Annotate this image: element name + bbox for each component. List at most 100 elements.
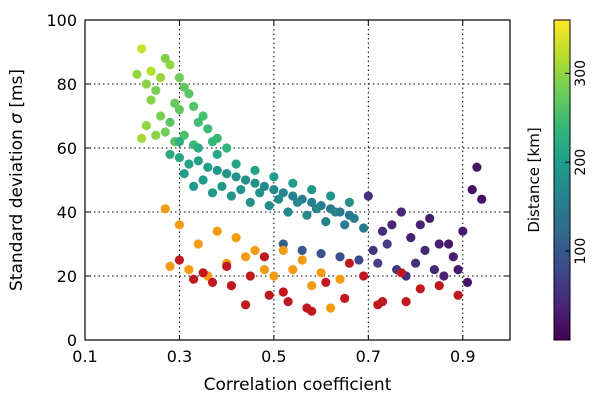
axis-ticks: 0.1 0.3 0.5 0.7 0.9 0 20 40 60 80 100 xyxy=(46,11,510,366)
scatter-point xyxy=(335,252,345,262)
x-tick-label: 0.9 xyxy=(450,347,475,366)
scatter-point xyxy=(359,223,369,233)
scatter-point xyxy=(278,239,288,249)
scatter-point xyxy=(203,124,213,134)
scatter-point xyxy=(160,53,170,64)
scatter-point xyxy=(344,197,354,207)
scatter-point xyxy=(222,169,232,179)
scatter-point xyxy=(321,277,331,287)
scatter-point xyxy=(288,191,298,201)
scatter-point xyxy=(326,191,336,201)
scatter-point xyxy=(307,306,317,316)
scatter-point xyxy=(141,121,151,131)
y-tick-label: 20 xyxy=(57,267,77,286)
scatter-point xyxy=(193,143,203,153)
scatter-point xyxy=(396,207,406,217)
scatter-point xyxy=(467,185,477,195)
scatter-point xyxy=(307,185,317,195)
scatter-point xyxy=(179,130,189,140)
scatter-point xyxy=(193,156,203,166)
scatter-point xyxy=(193,239,203,249)
scatter-point xyxy=(278,245,288,255)
scatter-point xyxy=(453,265,463,275)
scatter-point xyxy=(292,197,303,207)
scatter-point xyxy=(439,271,449,281)
scatter-point xyxy=(217,181,227,191)
scatter-point xyxy=(444,239,454,249)
scatter-point xyxy=(231,233,241,243)
scatter-point xyxy=(212,226,222,236)
scatter-point xyxy=(274,194,284,204)
scatter-point xyxy=(316,268,326,278)
scatter-point xyxy=(425,213,435,223)
x-tick-label: 0.1 xyxy=(72,347,97,366)
scatter-point xyxy=(264,201,274,211)
scatter-point xyxy=(259,252,269,262)
scatter-point xyxy=(269,172,279,182)
scatter-point xyxy=(278,287,288,297)
scatter-point xyxy=(132,69,142,79)
scatter-point xyxy=(156,111,166,121)
scatter-point xyxy=(245,271,255,281)
scatter-point xyxy=(396,268,406,278)
scatter-point xyxy=(198,111,208,121)
scatter-point xyxy=(434,281,444,291)
scatter-point xyxy=(137,44,147,54)
scatter-point xyxy=(368,245,378,255)
scatter-point xyxy=(340,220,350,230)
y-axis-title-unit: [ms] xyxy=(7,69,27,113)
scatter-point xyxy=(189,101,199,111)
scatter-point xyxy=(189,181,199,191)
scatter-point xyxy=(406,233,416,243)
scatter-point xyxy=(165,261,175,271)
y-axis-title: Standard deviation σ [ms] xyxy=(7,69,27,291)
scatter-point xyxy=(269,271,279,281)
scatter-point xyxy=(245,197,255,207)
scatter-point xyxy=(198,175,208,185)
scatter-point xyxy=(269,185,279,195)
scatter-point xyxy=(151,130,161,140)
scatter-point xyxy=(344,258,354,268)
y-tick-label: 0 xyxy=(67,331,77,350)
scatter-point xyxy=(354,255,364,265)
scatter-point xyxy=(335,274,345,284)
scatter-point xyxy=(297,255,307,265)
scatter-point xyxy=(307,281,317,291)
scatter-point xyxy=(212,149,222,159)
scatter-point xyxy=(207,188,218,198)
grid-lines xyxy=(85,20,510,340)
scatter-point xyxy=(382,239,392,249)
scatter-point xyxy=(184,265,194,275)
scatter-point xyxy=(330,207,340,217)
scatter-point xyxy=(349,213,359,223)
scatter-point xyxy=(415,220,425,230)
scatter-point xyxy=(250,165,260,175)
scatter-point xyxy=(222,261,232,271)
scatter-point xyxy=(429,265,439,275)
scatter-point xyxy=(146,66,156,76)
scatter-point xyxy=(184,89,194,99)
scatter-point xyxy=(373,258,383,268)
scatter-point xyxy=(415,284,425,294)
scatter-point xyxy=(377,226,388,236)
scatter-point xyxy=(448,252,458,262)
scatter-point xyxy=(316,249,326,259)
scatter-point xyxy=(165,60,175,70)
colorbar-tick-label: 200 xyxy=(573,149,589,176)
scatter-point xyxy=(283,207,293,217)
scatter-point xyxy=(401,297,411,307)
scatter-point xyxy=(311,204,321,214)
scatter-point xyxy=(278,188,288,198)
scatter-point xyxy=(411,258,421,268)
scatter-point xyxy=(146,95,156,105)
scatter-point xyxy=(241,252,251,262)
scatter-point xyxy=(174,73,184,83)
scatter-point xyxy=(250,178,260,188)
scatter-point xyxy=(193,117,203,127)
scatter-point xyxy=(198,268,208,278)
x-tick-label: 0.5 xyxy=(261,347,286,366)
scatter-point xyxy=(156,73,166,83)
scatter-point xyxy=(231,159,241,169)
